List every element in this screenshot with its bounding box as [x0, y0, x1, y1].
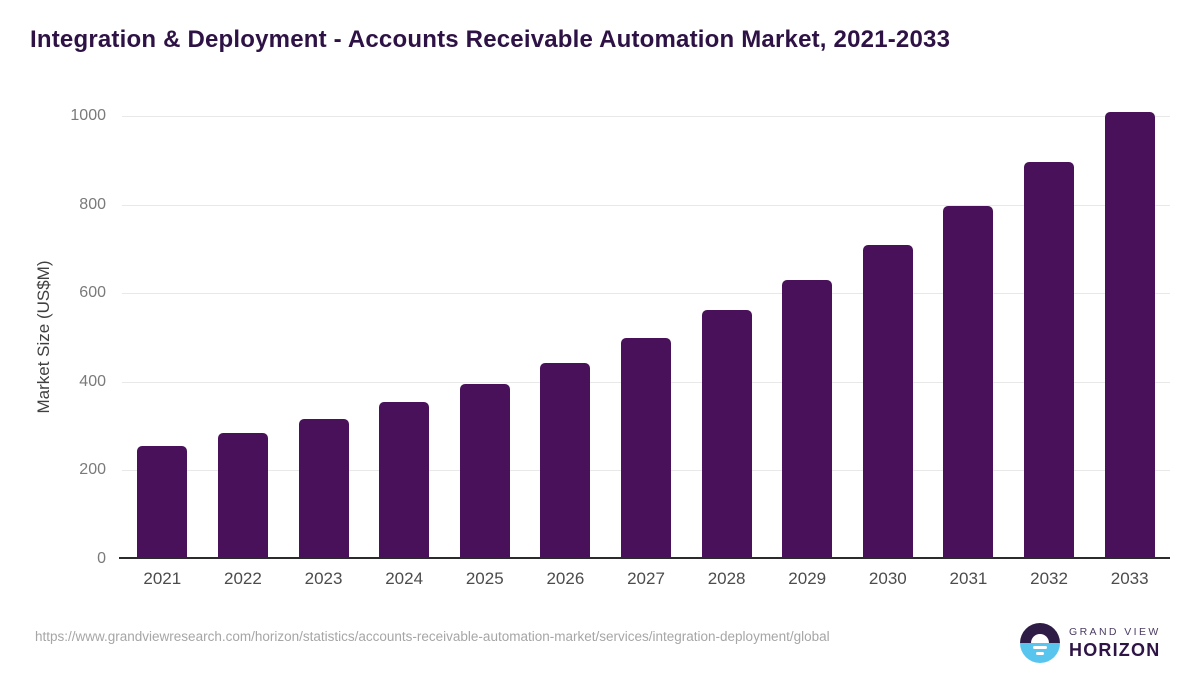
x-axis-line [119, 557, 1170, 559]
x-tick-2021: 2021 [143, 569, 182, 588]
bar-2023 [298, 419, 349, 559]
gridline-800 [122, 204, 1170, 206]
x-tick-2023: 2023 [304, 569, 343, 588]
bar-2026 [540, 362, 591, 559]
sun-reflection-line [1033, 646, 1047, 649]
bar-2021 [137, 445, 188, 559]
x-tick-2031: 2031 [949, 569, 988, 588]
gridline-1000 [122, 116, 1170, 117]
bar-2024 [379, 402, 430, 559]
x-tick-2024: 2024 [385, 569, 424, 588]
y-tick-200: 200 [79, 461, 106, 479]
x-tick-2032: 2032 [1030, 569, 1068, 588]
y-tick-600: 600 [79, 284, 106, 302]
bar-2031 [943, 205, 994, 559]
gridline-600 [122, 293, 1170, 295]
sun-reflection-line [1036, 652, 1044, 655]
x-tick-2022: 2022 [224, 569, 262, 588]
logo-horizon-text: HORIZON [1069, 639, 1161, 660]
x-tick-2030: 2030 [868, 569, 907, 588]
bar-2030 [862, 244, 913, 559]
bar-2022 [217, 433, 268, 559]
bar-2027 [621, 337, 671, 559]
x-tick-2033: 2033 [1110, 569, 1149, 588]
sun-icon [1031, 634, 1049, 643]
logo-grand-view-text: GRAND VIEW [1069, 625, 1161, 638]
y-axis-ticks: 0 200 400 600 800 1000 [40, 107, 106, 567]
x-tick-2026: 2026 [546, 569, 585, 588]
y-tick-400: 400 [79, 372, 106, 390]
plot-area [122, 111, 1170, 559]
bar-2032 [1024, 162, 1075, 559]
bar-2029 [782, 279, 833, 559]
x-tick-2027: 2027 [627, 569, 665, 588]
y-tick-0: 0 [97, 550, 106, 567]
bar-2028 [701, 310, 752, 559]
x-tick-2025: 2025 [465, 569, 504, 588]
source-url: https://www.grandviewresearch.com/horizo… [35, 629, 830, 644]
bar-2033 [1104, 111, 1155, 559]
logo-text: GRAND VIEW HORIZON [1069, 626, 1161, 661]
bar-2025 [459, 384, 510, 559]
grand-view-horizon-logo: GRAND VIEW HORIZON [1020, 623, 1161, 663]
y-tick-1000: 1000 [70, 107, 106, 124]
horizon-sunrise-icon [1020, 623, 1060, 663]
x-tick-2028: 2028 [707, 569, 746, 588]
chart-title: Integration & Deployment - Accounts Rece… [30, 26, 951, 53]
x-axis-labels: 2021 2022 2023 2024 2025 2026 2027 2028 2029 2030… [122, 569, 1170, 593]
y-tick-800: 800 [79, 195, 106, 213]
x-tick-2029: 2029 [788, 569, 827, 588]
